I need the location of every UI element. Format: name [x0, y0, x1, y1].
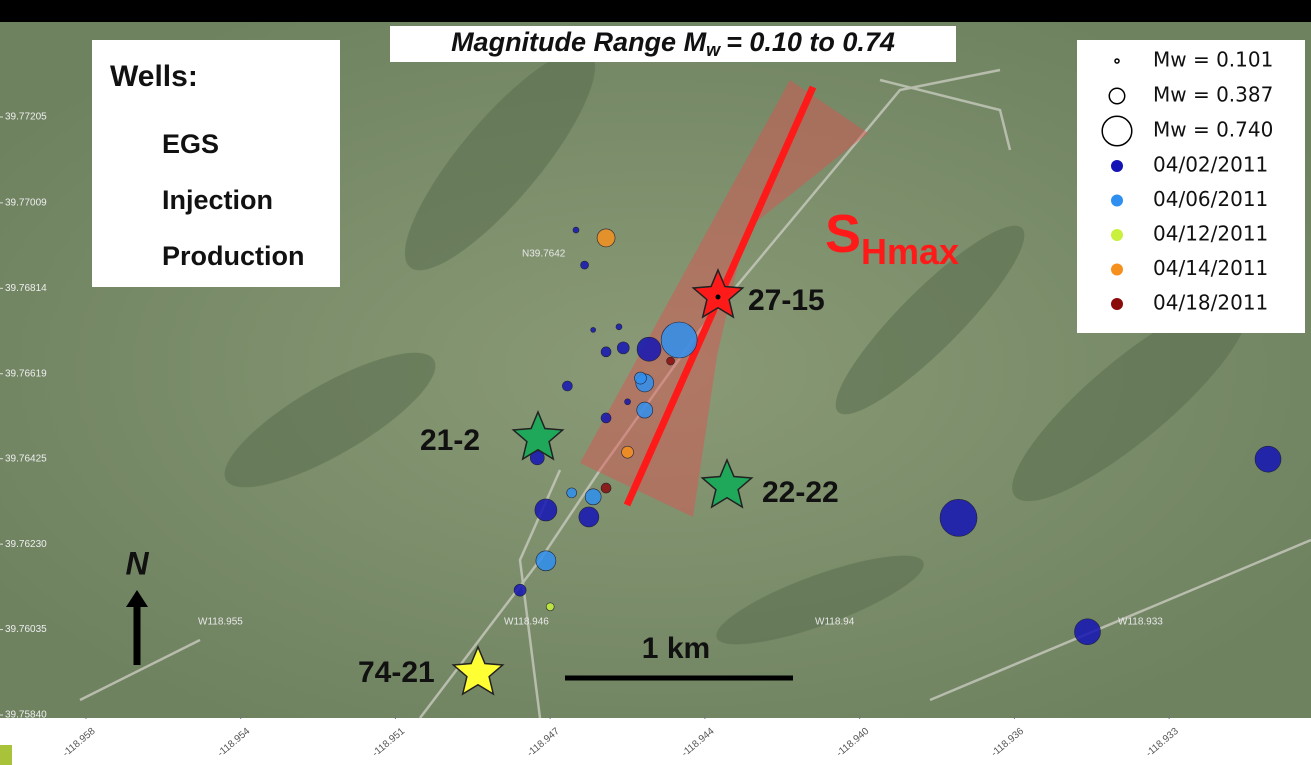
y-tick-label: 39.76425 — [5, 453, 47, 464]
event — [1074, 619, 1100, 645]
size-legend-label: Mw = 0.101 — [1153, 48, 1273, 72]
event — [536, 551, 556, 571]
event — [634, 372, 646, 384]
shmax-main: S — [825, 204, 861, 264]
event — [535, 499, 557, 521]
map-label: W118.933 — [1118, 617, 1163, 628]
event — [581, 261, 589, 269]
event — [585, 489, 601, 505]
corner-marker — [0, 745, 12, 765]
event — [579, 507, 599, 527]
event — [637, 402, 653, 418]
top-bar — [0, 0, 1311, 22]
y-tick-label: 39.76619 — [5, 368, 47, 379]
legend-label: 04/12/2011 — [1153, 222, 1268, 246]
title: Magnitude Range Mw= 0.10 to 0.74 — [451, 27, 895, 60]
event — [601, 483, 611, 493]
scale-label: 1 km — [642, 632, 710, 665]
event — [567, 488, 577, 498]
title-main: Magnitude Range M — [451, 27, 707, 57]
y-tick-label: 39.76035 — [5, 624, 47, 635]
event — [667, 357, 675, 365]
map-label: W118.955 — [198, 617, 243, 628]
north-label: N — [125, 545, 149, 581]
wells-legend-item: Production — [162, 241, 305, 271]
wells-legend-item: EGS — [162, 129, 219, 159]
size-legend-marker — [1109, 88, 1124, 103]
event — [573, 227, 579, 233]
event — [661, 322, 697, 358]
legend-label: 04/02/2011 — [1153, 153, 1268, 177]
event — [625, 399, 631, 405]
size-legend-label: Mw = 0.387 — [1153, 83, 1273, 107]
event — [622, 446, 634, 458]
well-label: 21-2 — [420, 424, 480, 457]
wells-legend-item: Injection — [162, 185, 273, 215]
well-label: 22-22 — [762, 476, 839, 509]
y-tick-label: 39.77205 — [5, 112, 47, 123]
wells-legend-title: Wells: — [110, 60, 198, 93]
event — [514, 584, 526, 596]
legend-marker — [1111, 264, 1123, 276]
well-label: 74-21 — [358, 656, 435, 689]
legend-marker — [1111, 195, 1123, 207]
axis-band — [0, 718, 1311, 765]
event — [546, 603, 554, 611]
well-dot — [716, 295, 721, 300]
event — [597, 229, 615, 247]
size-legend-marker — [1102, 116, 1132, 146]
map-label: W118.94 — [815, 617, 855, 628]
y-tick-label: 39.76230 — [5, 539, 47, 550]
size-legend-label: Mw = 0.740 — [1153, 118, 1273, 142]
map-figure: N39.7642 W118.955 W118.946 W118.94 W118.… — [0, 0, 1311, 765]
legend-marker — [1111, 298, 1123, 310]
event — [940, 499, 977, 536]
y-tick-label: 39.77009 — [5, 198, 47, 209]
map-label: W118.946 — [504, 617, 549, 628]
event — [1255, 446, 1281, 472]
title-rest: = 0.10 to 0.74 — [726, 27, 895, 57]
legend-label: 04/06/2011 — [1153, 187, 1268, 211]
legend-label: 04/14/2011 — [1153, 256, 1268, 280]
event — [617, 342, 629, 354]
size-legend-marker — [1115, 59, 1119, 63]
legend-label: 04/18/2011 — [1153, 291, 1268, 315]
well-label: 27-15 — [748, 284, 825, 317]
event — [601, 347, 611, 357]
shmax-sub: Hmax — [861, 231, 959, 272]
event — [591, 327, 596, 332]
event — [637, 337, 661, 361]
event — [601, 413, 611, 423]
y-tick-label: 39.76814 — [5, 283, 47, 294]
event — [562, 381, 572, 391]
map-label: N39.7642 — [522, 249, 566, 260]
y-tick-label: 39.75840 — [5, 710, 47, 721]
title-sub: w — [706, 40, 721, 60]
event — [616, 324, 622, 330]
legend-marker — [1111, 229, 1123, 241]
legend-marker — [1111, 160, 1123, 172]
